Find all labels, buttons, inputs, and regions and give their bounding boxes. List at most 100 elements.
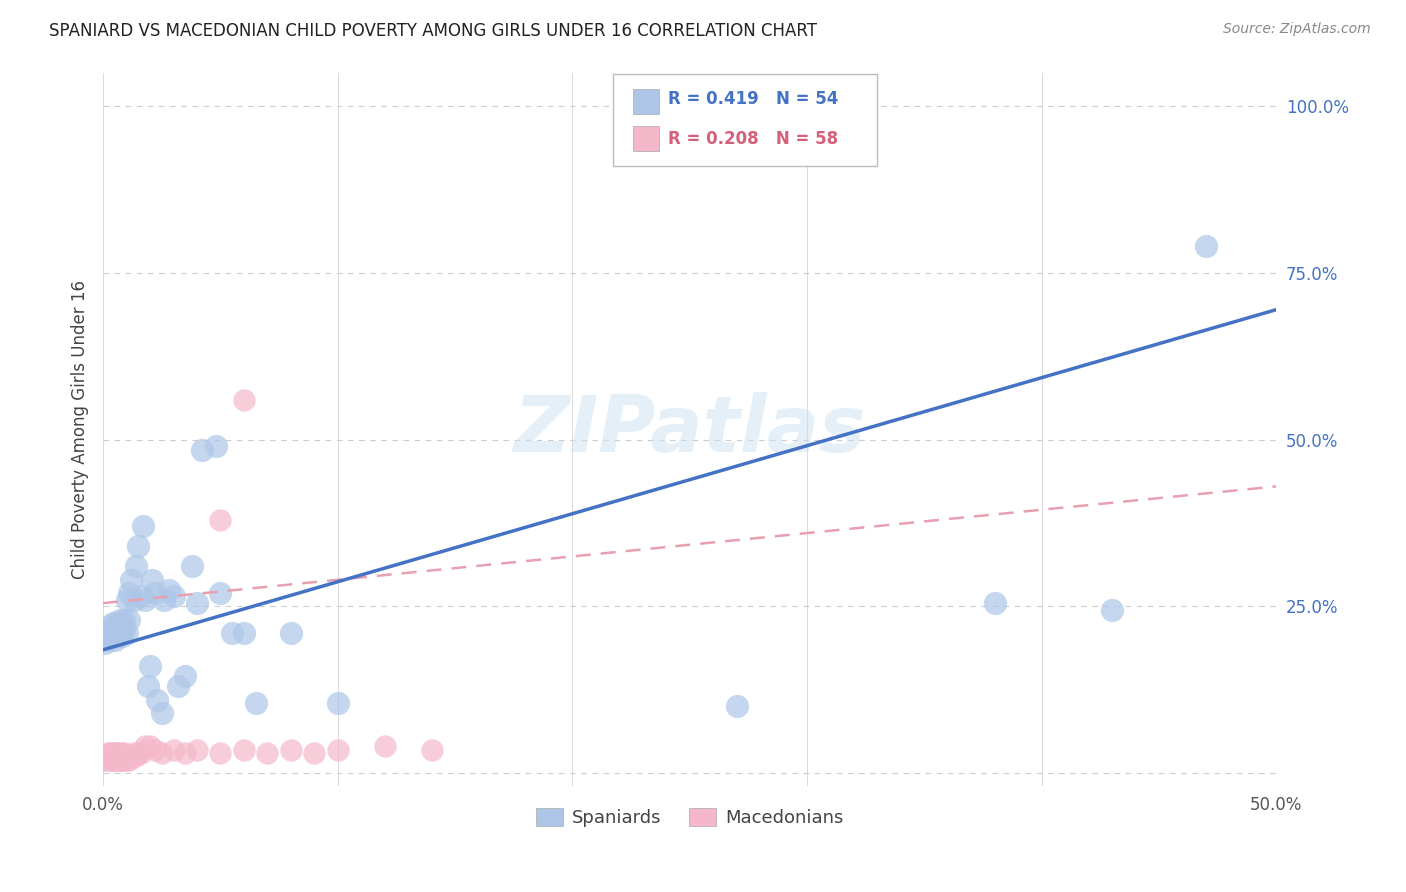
Point bbox=[174, 746, 197, 760]
Point bbox=[111, 616, 134, 631]
Point bbox=[280, 743, 302, 757]
Point bbox=[115, 753, 138, 767]
Point bbox=[112, 746, 135, 760]
Point bbox=[280, 626, 302, 640]
Point bbox=[129, 746, 152, 760]
Point bbox=[98, 749, 121, 764]
Point bbox=[108, 749, 131, 764]
Point bbox=[118, 613, 141, 627]
Point bbox=[105, 753, 128, 767]
Point bbox=[139, 659, 162, 673]
Bar bbox=[633, 127, 659, 152]
Point bbox=[104, 753, 127, 767]
Point bbox=[127, 746, 149, 760]
Point bbox=[157, 582, 180, 597]
Point bbox=[101, 616, 124, 631]
Point bbox=[94, 753, 117, 767]
Point bbox=[112, 749, 135, 764]
Point bbox=[115, 626, 138, 640]
Point bbox=[94, 636, 117, 650]
Point bbox=[118, 753, 141, 767]
Point bbox=[101, 749, 124, 764]
Point bbox=[98, 753, 121, 767]
Point bbox=[101, 746, 124, 760]
Point bbox=[108, 613, 131, 627]
Point bbox=[221, 626, 243, 640]
Point bbox=[115, 749, 138, 764]
Point bbox=[111, 749, 134, 764]
Point bbox=[108, 746, 131, 760]
Point bbox=[1101, 603, 1123, 617]
Point bbox=[153, 592, 176, 607]
Point bbox=[209, 513, 232, 527]
Point bbox=[139, 739, 162, 754]
Y-axis label: Child Poverty Among Girls Under 16: Child Poverty Among Girls Under 16 bbox=[72, 280, 89, 579]
FancyBboxPatch shape bbox=[613, 74, 877, 166]
Point bbox=[162, 590, 184, 604]
Point bbox=[125, 749, 148, 764]
Point bbox=[304, 746, 326, 760]
Point bbox=[108, 623, 131, 637]
Point bbox=[105, 753, 128, 767]
Point bbox=[97, 749, 120, 764]
Point bbox=[101, 623, 124, 637]
Point bbox=[105, 749, 128, 764]
Point bbox=[186, 743, 208, 757]
Point bbox=[97, 746, 120, 760]
Text: Source: ZipAtlas.com: Source: ZipAtlas.com bbox=[1223, 22, 1371, 37]
Point bbox=[181, 559, 204, 574]
Point bbox=[143, 743, 166, 757]
Point bbox=[174, 669, 197, 683]
Point bbox=[105, 630, 128, 644]
Point bbox=[97, 626, 120, 640]
Point bbox=[326, 743, 349, 757]
Point bbox=[94, 753, 117, 767]
Point bbox=[134, 739, 156, 754]
Point bbox=[98, 746, 121, 760]
Point bbox=[232, 626, 254, 640]
Point bbox=[101, 753, 124, 767]
Point bbox=[167, 680, 190, 694]
Point bbox=[118, 749, 141, 764]
Text: ZIPatlas: ZIPatlas bbox=[513, 392, 866, 467]
Point bbox=[120, 573, 142, 587]
Point bbox=[1195, 239, 1218, 253]
Point bbox=[132, 519, 155, 533]
Point bbox=[98, 619, 121, 633]
Point bbox=[104, 753, 127, 767]
Point bbox=[115, 592, 138, 607]
Bar bbox=[633, 88, 659, 113]
Point bbox=[104, 746, 127, 760]
Point bbox=[111, 746, 134, 760]
Point bbox=[186, 596, 208, 610]
Point bbox=[108, 753, 131, 767]
Point bbox=[112, 753, 135, 767]
Point bbox=[105, 619, 128, 633]
Point bbox=[209, 586, 232, 600]
Point bbox=[97, 749, 120, 764]
Point bbox=[232, 392, 254, 407]
Point bbox=[104, 623, 127, 637]
Point bbox=[374, 739, 396, 754]
Point bbox=[97, 632, 120, 647]
Point bbox=[256, 746, 278, 760]
Legend: Spaniards, Macedonians: Spaniards, Macedonians bbox=[529, 801, 851, 835]
Point bbox=[143, 586, 166, 600]
Text: R = 0.419   N = 54: R = 0.419 N = 54 bbox=[668, 90, 839, 109]
Point bbox=[150, 706, 173, 720]
Point bbox=[326, 696, 349, 710]
Point bbox=[101, 753, 124, 767]
Point bbox=[111, 753, 134, 767]
Point bbox=[98, 749, 121, 764]
Point bbox=[162, 743, 184, 757]
Point bbox=[112, 623, 135, 637]
Point bbox=[190, 442, 212, 457]
Point bbox=[141, 573, 163, 587]
Point bbox=[105, 746, 128, 760]
Point bbox=[134, 592, 156, 607]
Point bbox=[245, 696, 267, 710]
Point bbox=[98, 630, 121, 644]
Point bbox=[232, 743, 254, 757]
Point bbox=[104, 749, 127, 764]
Point bbox=[146, 693, 169, 707]
